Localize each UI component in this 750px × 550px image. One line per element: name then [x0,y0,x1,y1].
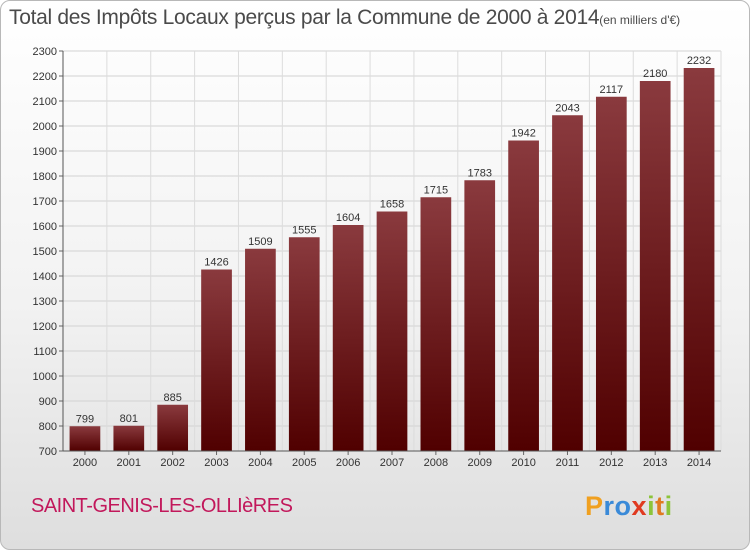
bar-data-label: 799 [76,413,94,425]
bar [157,404,189,451]
bar-data-label: 1604 [336,212,360,224]
logo-letter: P [585,491,604,521]
x-tick-label: 2014 [687,457,711,469]
bar-data-label: 1426 [204,257,228,269]
x-tick-label: 2003 [204,457,228,469]
x-tick-label: 2009 [467,457,491,469]
bar-data-label: 2117 [600,84,624,96]
bar [552,115,583,451]
y-tick-label: 1500 [33,246,57,258]
axis-layer: 700 800 900 1000 1100 1200 1300 1400 1500 1600 170… [33,46,721,469]
y-tick-label: 2000 [33,121,57,133]
commune-name: SAINT-GENIS-LES-OLLIèRES [31,495,293,517]
x-tick-label: 2013 [643,457,667,469]
logo-letter: t [655,491,665,521]
logo-letter: x [631,491,648,521]
y-tick-label: 1900 [33,146,57,158]
y-tick-label: 1100 [33,346,57,358]
bar [420,197,452,451]
x-tick-label: 2006 [336,457,360,469]
x-tick-label: 2002 [160,457,184,469]
bar [595,96,627,451]
y-tick-label: 1000 [33,371,57,383]
y-tick-label: 2200 [33,71,57,83]
x-tick-label: 2005 [292,457,316,469]
y-tick-label: 1700 [33,196,57,208]
x-tick-label: 2004 [248,457,272,469]
bar-data-label: 885 [163,392,181,404]
bar-data-label: 2232 [687,55,711,67]
logo-letter: i [664,491,673,521]
bar-data-label: 801 [120,413,138,425]
x-tick-label: 2001 [117,457,141,469]
bar-data-label: 1555 [292,224,316,236]
bar [245,248,276,451]
bar-data-label: 2043 [555,102,579,114]
chart-title-text: Total des Impôts Locaux perçus par la Co… [9,6,600,29]
bar-data-label: 1715 [424,184,448,196]
bar [464,180,496,451]
y-tick-label: 1200 [33,321,57,333]
y-tick-label: 2100 [33,96,57,108]
x-tick-label: 2000 [73,457,97,469]
y-tick-label: 1300 [33,296,57,308]
bar [288,237,320,451]
bar-data-label: 2180 [643,68,667,80]
y-tick-label: 800 [39,421,57,433]
bar [508,140,539,451]
bar [332,225,364,451]
bar [69,426,101,451]
x-tick-label: 2011 [556,457,580,469]
y-tick-label: 900 [39,396,57,408]
bar [376,211,408,451]
y-tick-label: 2300 [33,46,57,58]
logo-letter: i [647,491,656,521]
logo-letter: r [603,491,615,521]
bar-data-label: 1783 [467,167,491,179]
chart-unit-note: (en milliers d'€) [599,13,681,27]
x-tick-label: 2012 [599,457,623,469]
bar [201,269,232,451]
x-tick-label: 2010 [511,457,535,469]
bar [683,68,715,451]
y-tick-label: 1400 [33,271,57,283]
y-tick-label: 1600 [33,221,57,233]
bar-layer: 799 801 885 1426 1509 1555 1604 1658 1715 1783 194… [69,55,715,451]
y-tick-label: 1800 [33,171,57,183]
x-tick-label: 2007 [380,457,404,469]
logo-letter: o [614,491,632,521]
x-tick-label: 2008 [424,457,448,469]
bar [113,425,145,451]
proxiti-logo: Proxiti [585,491,673,522]
bar-data-label: 1658 [380,199,404,211]
bar-data-label: 1942 [511,128,535,140]
chart-title: Total des Impôts Locaux perçus par la Co… [9,6,680,30]
bar [639,81,671,451]
bar-data-label: 1509 [248,236,272,248]
y-tick-label: 700 [39,446,57,458]
